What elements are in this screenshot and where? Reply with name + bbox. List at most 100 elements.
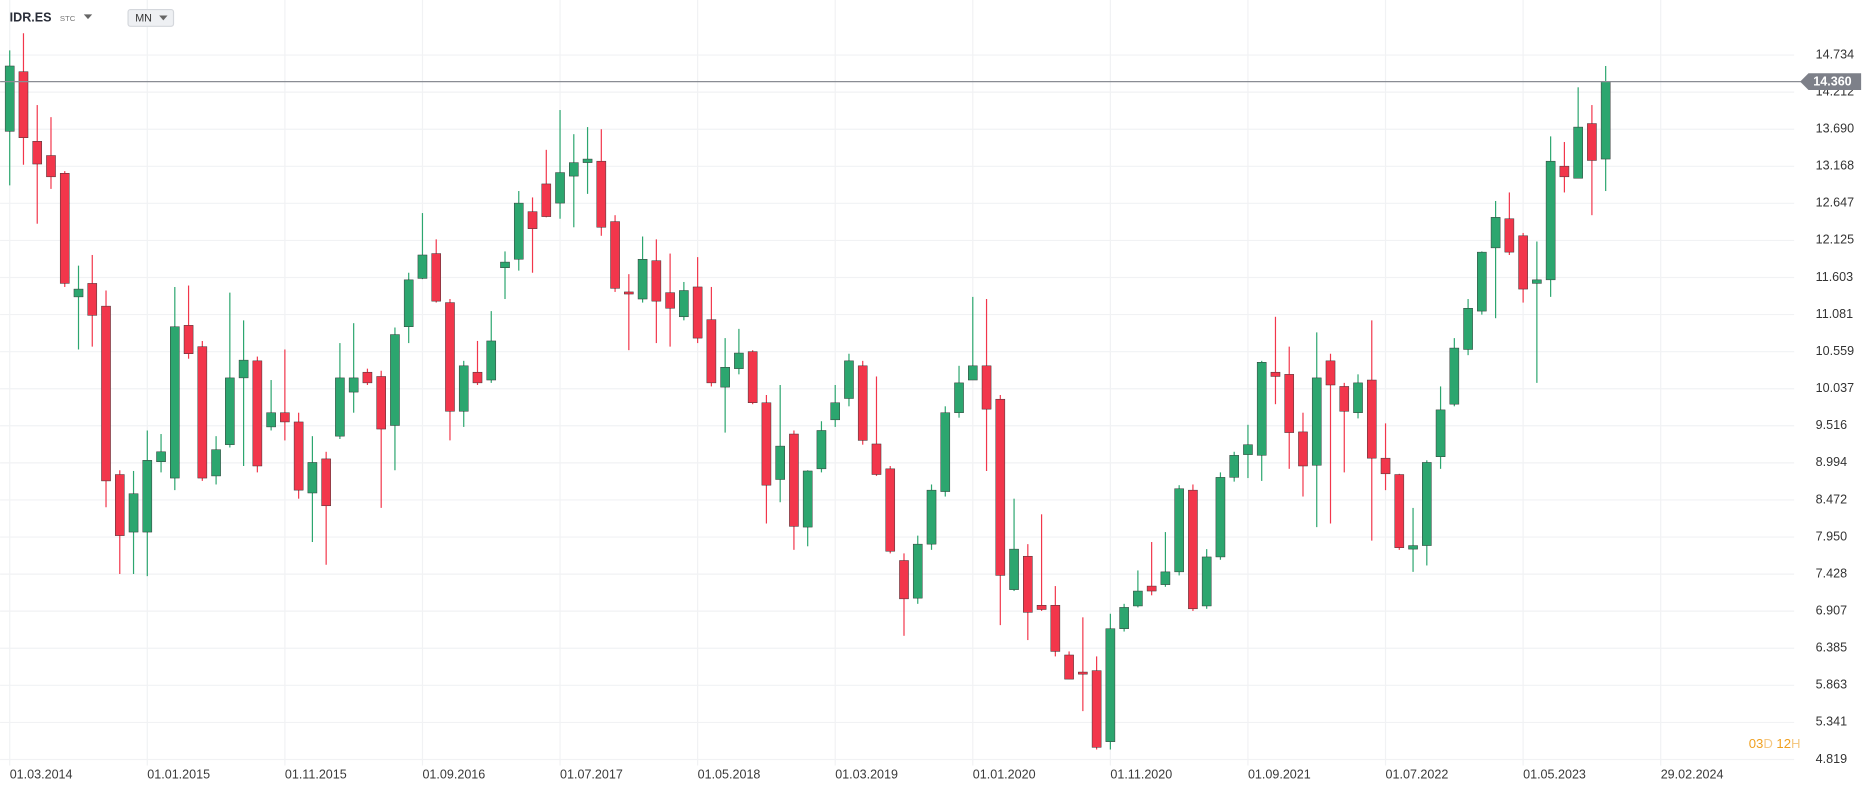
- candle-body: [1422, 462, 1432, 546]
- candle-body: [1078, 671, 1088, 675]
- symbol-dropdown-arrow[interactable]: [83, 14, 93, 20]
- candle-body: [926, 489, 937, 545]
- candle-body: [128, 493, 139, 533]
- candle-body: [114, 474, 125, 536]
- x-tick-label: 01.01.2020: [973, 767, 1036, 781]
- symbol: IDR.ES: [10, 10, 52, 24]
- candle-body: [1284, 374, 1295, 433]
- candle-body: [280, 412, 290, 423]
- x-tick-label: 01.07.2017: [560, 767, 623, 781]
- candle-body: [761, 402, 772, 486]
- last-price-label: 14.360: [1813, 75, 1851, 89]
- interval-dropdown-arrow[interactable]: [159, 15, 168, 21]
- candle-body: [1174, 488, 1184, 573]
- y-tick-label: 8.472: [1816, 492, 1847, 506]
- candle-body: [1133, 590, 1143, 607]
- candle-body: [1435, 409, 1446, 457]
- y-tick-label: 5.863: [1816, 678, 1847, 692]
- candle-body: [624, 291, 634, 295]
- countdown-hours: 12: [1776, 737, 1791, 752]
- y-tick-label: 4.819: [1816, 752, 1847, 766]
- candle-body: [321, 458, 331, 507]
- y-tick-label: 13.690: [1816, 122, 1854, 136]
- exchange: STC: [60, 14, 76, 23]
- candle-body: [857, 365, 868, 441]
- candle-body: [1394, 474, 1405, 548]
- candle-body: [348, 377, 359, 393]
- candle-body: [899, 560, 909, 600]
- countdown-day-unit: D: [1763, 737, 1773, 752]
- axes: 14.73414.21213.69013.16812.64712.12511.6…: [10, 47, 1854, 781]
- candle-body: [692, 286, 703, 339]
- candle-body: [252, 360, 263, 467]
- candle-body: [1573, 126, 1583, 179]
- candle-body: [1504, 218, 1515, 253]
- candle-body: [1023, 555, 1033, 613]
- candle-body: [1339, 386, 1350, 412]
- candle-body: [802, 470, 813, 528]
- y-tick-label: 8.994: [1816, 455, 1847, 469]
- candle-body: [18, 71, 29, 138]
- candle-body: [651, 260, 662, 302]
- candle-body: [1064, 654, 1074, 680]
- candle-body: [844, 360, 854, 399]
- candle-body: [830, 402, 840, 421]
- x-tick-label: 01.05.2018: [698, 767, 761, 781]
- last-price-tag: [1800, 73, 1862, 90]
- candle-body: [1600, 81, 1611, 160]
- candle-body: [954, 382, 964, 413]
- candle-body: [46, 155, 56, 178]
- candle-body: [513, 202, 524, 260]
- grid: [0, 0, 1795, 766]
- candle-body: [775, 445, 785, 480]
- candle-body: [582, 158, 593, 163]
- x-tick-label: 29.02.2024: [1661, 767, 1724, 781]
- candle-body: [747, 351, 758, 403]
- candle-body: [59, 173, 70, 284]
- candle-body: [1518, 235, 1528, 290]
- candle-body: [1463, 308, 1473, 350]
- candle-body: [1477, 251, 1487, 312]
- candle-body: [1146, 585, 1157, 592]
- candle-body: [1091, 670, 1102, 748]
- candle-body: [734, 352, 744, 369]
- candle-body: [1380, 457, 1391, 475]
- candle-body: [225, 377, 235, 445]
- candle-body: [417, 254, 428, 279]
- candle-body: [1243, 444, 1253, 455]
- candle-body: [1188, 489, 1198, 610]
- candles: [4, 33, 1611, 750]
- candle-body: [968, 365, 978, 381]
- candle-body: [156, 451, 166, 462]
- candle-body: [706, 319, 717, 384]
- candle-body: [995, 398, 1006, 576]
- candle-body: [1325, 360, 1336, 386]
- y-tick-label: 7.950: [1816, 529, 1847, 543]
- candle-body: [541, 183, 552, 217]
- candle-body: [1270, 371, 1281, 377]
- y-tick-label: 13.168: [1816, 159, 1854, 173]
- interval-selector[interactable]: [127, 8, 175, 27]
- candle-body: [1215, 477, 1226, 558]
- candle-body: [527, 211, 538, 229]
- candle-body: [4, 65, 15, 132]
- candle-body: [445, 302, 455, 412]
- candle-body: [1449, 347, 1460, 405]
- candle-body: [637, 258, 648, 300]
- header: IDR.ES STC MN: [10, 8, 175, 27]
- countdown-hour-unit: H: [1791, 737, 1801, 752]
- candle-body: [472, 371, 483, 384]
- candle-body: [1050, 605, 1061, 652]
- y-tick-label: 9.516: [1816, 418, 1847, 432]
- candle-body: [362, 371, 373, 384]
- interval[interactable]: MN: [135, 12, 152, 24]
- candle-body: [885, 468, 896, 552]
- candle-body: [183, 325, 194, 354]
- candle-body: [458, 365, 469, 412]
- candle-body: [87, 283, 98, 316]
- x-tick-label: 01.07.2022: [1386, 767, 1449, 781]
- x-tick-label: 01.09.2021: [1248, 767, 1311, 781]
- candle-body: [981, 365, 992, 410]
- candle-body: [1559, 165, 1570, 178]
- candle-body: [1256, 362, 1267, 456]
